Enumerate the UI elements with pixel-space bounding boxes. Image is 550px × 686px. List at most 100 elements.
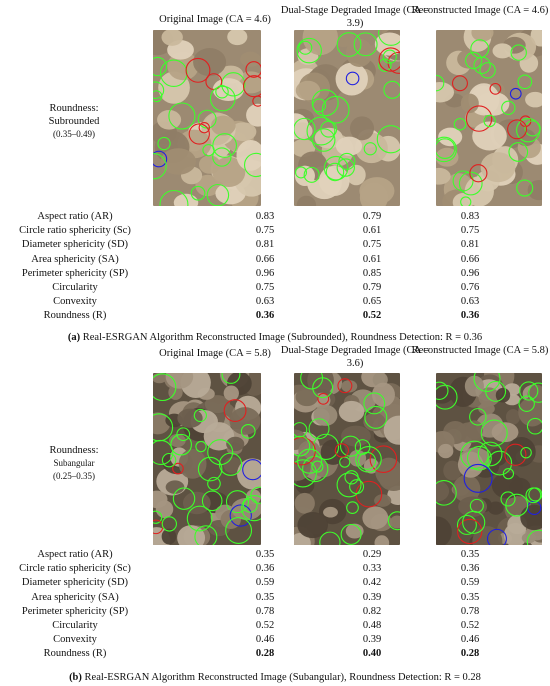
metric-value: 0.66 <box>255 253 275 265</box>
metric-value: 0.79 <box>362 282 382 293</box>
sand-image-original-a <box>153 30 261 206</box>
metric-value: 0.76 <box>460 282 480 293</box>
metric-row: Aspect ratio (AR) 0.35 0.29 0.35 <box>0 548 550 561</box>
metric-value: 0.48 <box>362 620 382 631</box>
roundness-class: Subangular <box>53 458 95 468</box>
roundness-range: (0.35–0.49) <box>53 129 95 139</box>
metric-name: Aspect ratio (AR) <box>37 211 113 222</box>
metric-value: 0.96 <box>255 267 275 279</box>
sand-image-degraded-b <box>294 373 400 545</box>
metric-value: 0.63 <box>460 296 480 308</box>
metric-value: 0.35 <box>255 591 275 603</box>
metric-value: 0.36 <box>460 563 480 575</box>
metric-value: 0.35 <box>460 591 480 603</box>
metric-value: 0.85 <box>362 267 382 279</box>
metric-value: 0.78 <box>255 605 275 617</box>
metric-value: 0.52 <box>460 620 480 631</box>
sand-grains-graphic <box>294 30 400 206</box>
header-degraded-a: Dual-Stage Degraded Image (CA = 3.9) <box>280 5 430 29</box>
sand-grains-graphic <box>436 30 542 206</box>
metric-value: 0.36 <box>255 563 275 575</box>
metric-row: Roundness (R) 0.36 0.52 0.36 <box>0 309 550 322</box>
metric-value: 0.66 <box>460 253 480 265</box>
metric-row: Circularity 0.75 0.79 0.76 <box>0 281 550 294</box>
metric-row: Circle ratio sphericity (Sc) 0.36 0.33 0.36 <box>0 562 550 575</box>
sand-grains-graphic <box>294 373 400 545</box>
panel-a: Original Image (CA = 4.6) Dual-Stage Deg… <box>0 5 550 343</box>
metric-value: 0.75 <box>362 239 382 251</box>
sand-image-original-b <box>153 373 261 545</box>
metric-row: Roundness (R) 0.28 0.40 0.28 <box>0 647 550 660</box>
metric-value: 0.61 <box>362 253 382 265</box>
header-reconstructed-b: Reconstructed Image (CA = 5.8) <box>411 345 549 356</box>
metric-value: 0.46 <box>255 634 275 646</box>
metric-row: Convexity 0.63 0.65 0.63 <box>0 295 550 308</box>
metric-name: Circularity <box>52 620 98 631</box>
metric-value: 0.35 <box>255 549 275 560</box>
metric-value: 0.81 <box>255 239 275 251</box>
metric-row: Area sphericity (SA) 0.66 0.61 0.66 <box>0 253 550 266</box>
metric-value: 0.29 <box>362 549 382 560</box>
metric-value: 0.83 <box>255 211 275 222</box>
metric-name: Perimeter sphericity (SP) <box>21 605 129 617</box>
metric-value: 0.96 <box>460 267 480 279</box>
sand-grains-graphic <box>153 373 261 545</box>
metric-name: Convexity <box>53 634 97 646</box>
metric-value: 0.40 <box>362 648 382 660</box>
caption-b: (b) Real-ESRGAN Algorithm Reconstructed … <box>69 672 481 683</box>
sand-image-reconstructed-b <box>436 373 542 545</box>
metric-value: 0.83 <box>460 211 480 222</box>
metric-name: Circle ratio sphericity (Sc) <box>19 225 131 237</box>
metric-value: 0.59 <box>255 577 275 589</box>
sand-image-reconstructed-a <box>436 30 542 206</box>
metric-name: Circularity <box>52 282 98 293</box>
roundness-range: (0.25–0.35) <box>53 471 95 481</box>
metric-value: 0.82 <box>362 605 382 617</box>
metric-value: 0.75 <box>255 282 275 293</box>
metric-row: Aspect ratio (AR) 0.83 0.79 0.83 <box>0 210 550 223</box>
metric-value: 0.65 <box>362 296 382 308</box>
metric-name: Circle ratio sphericity (Sc) <box>19 563 131 575</box>
sand-grains-graphic <box>436 373 542 545</box>
metric-row: Diameter sphericity (SD) 0.59 0.42 0.59 <box>0 576 550 589</box>
roundness-class: Subrounded <box>48 116 100 127</box>
metric-row: Circle ratio sphericity (Sc) 0.75 0.61 0.75 <box>0 224 550 237</box>
metric-value: 0.36 <box>255 310 275 322</box>
metric-row: Diameter sphericity (SD) 0.81 0.75 0.81 <box>0 238 550 251</box>
header-reconstructed-a: Reconstructed Image (CA = 4.6) <box>411 5 549 16</box>
metric-value: 0.81 <box>460 239 480 251</box>
metric-name: Diameter sphericity (SD) <box>21 239 129 251</box>
metric-value: 0.28 <box>255 648 275 660</box>
metric-value: 0.36 <box>460 310 480 322</box>
panel-b: Original Image (CA = 5.8) Dual-Stage Deg… <box>0 343 550 686</box>
metric-value: 0.33 <box>362 563 382 575</box>
metric-value: 0.79 <box>362 211 382 222</box>
metric-value: 0.35 <box>460 549 480 560</box>
metric-value: 0.61 <box>362 225 382 237</box>
metric-name: Diameter sphericity (SD) <box>21 577 129 589</box>
metric-name: Roundness (R) <box>43 648 107 660</box>
roundness-title: Roundness: <box>49 103 99 114</box>
metric-name: Perimeter sphericity (SP) <box>21 267 129 279</box>
metric-value: 0.75 <box>255 225 275 237</box>
metric-row: Area sphericity (SA) 0.35 0.39 0.35 <box>0 591 550 604</box>
metric-name: Area sphericity (SA) <box>31 591 119 603</box>
metric-value: 0.78 <box>460 605 480 617</box>
caption-a: (a) Real-ESRGAN Algorithm Reconstructed … <box>67 332 483 343</box>
metric-row: Perimeter sphericity (SP) 0.78 0.82 0.78 <box>0 605 550 618</box>
header-original-b: Original Image (CA = 5.8) <box>159 348 271 359</box>
metric-value: 0.52 <box>255 620 275 631</box>
metric-row: Circularity 0.52 0.48 0.52 <box>0 619 550 632</box>
metric-value: 0.46 <box>460 634 480 646</box>
metric-value: 0.39 <box>362 591 382 603</box>
header-original-a: Original Image (CA = 4.6) <box>159 14 271 25</box>
sand-image-degraded-a <box>294 30 400 206</box>
metric-name: Convexity <box>53 296 97 308</box>
roundness-label-b: Roundness: Subangular (0.25–0.35) <box>4 444 144 483</box>
metric-name: Roundness (R) <box>43 310 107 322</box>
metric-value: 0.63 <box>255 296 275 308</box>
sand-grains-graphic <box>153 30 261 206</box>
metric-value: 0.28 <box>460 648 480 660</box>
metric-value: 0.75 <box>460 225 480 237</box>
roundness-title: Roundness: <box>49 445 99 456</box>
